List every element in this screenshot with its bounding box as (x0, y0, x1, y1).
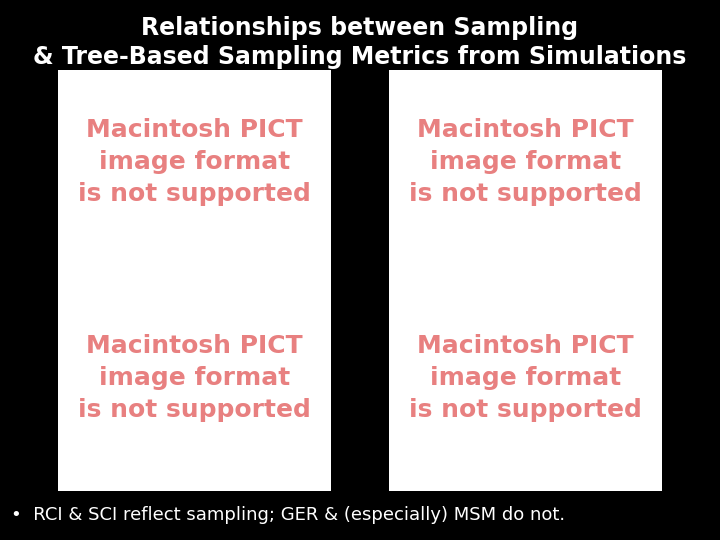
Bar (389, 70, 662, 491)
Text: Macintosh PICT
image format
is not supported: Macintosh PICT image format is not suppo… (409, 118, 642, 206)
Text: Macintosh PICT
image format
is not supported: Macintosh PICT image format is not suppo… (78, 118, 311, 206)
Bar (58, 70, 331, 491)
Text: Macintosh PICT
image format
is not supported: Macintosh PICT image format is not suppo… (78, 334, 311, 422)
Text: Relationships between Sampling
& Tree-Based Sampling Metrics from Simulations: Relationships between Sampling & Tree-Ba… (33, 16, 687, 69)
Text: Macintosh PICT
image format
is not supported: Macintosh PICT image format is not suppo… (409, 334, 642, 422)
Text: •  RCI & SCI reflect sampling; GER & (especially) MSM do not.: • RCI & SCI reflect sampling; GER & (esp… (11, 506, 565, 524)
